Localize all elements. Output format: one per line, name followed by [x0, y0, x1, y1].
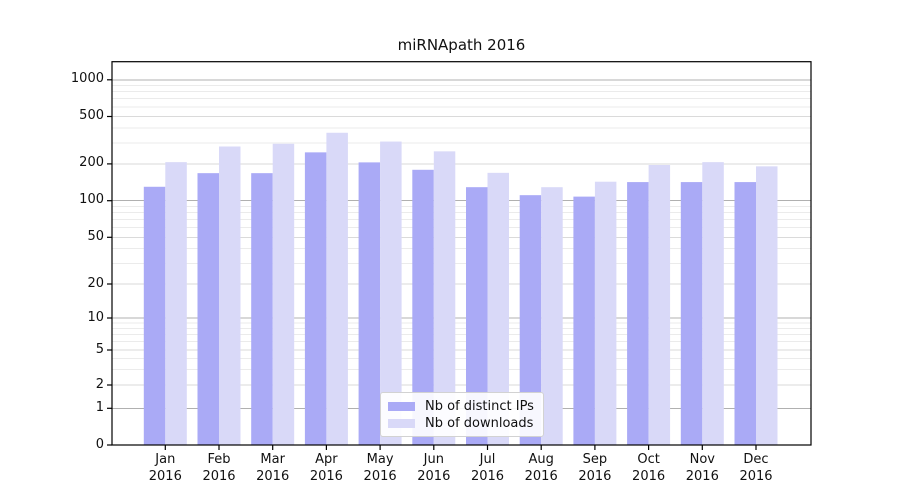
bar-distinct-ips-jan [143, 186, 166, 446]
bar-downloads-oct [648, 164, 671, 445]
y-tick-label: 1000 [70, 71, 104, 87]
bar-downloads-nov [702, 162, 724, 445]
bar-downloads-aug [541, 187, 563, 446]
y-tick-label: 20 [87, 275, 104, 291]
legend-swatch-distinct-ips [388, 401, 415, 411]
plot-frame [111, 61, 812, 446]
bar-downloads-mar [272, 143, 295, 445]
bar-downloads-may [380, 141, 402, 445]
y-tick-label: 500 [79, 108, 104, 123]
y-tick-label: 1 [95, 399, 104, 415]
bar-distinct-ips-feb [197, 173, 219, 446]
legend-label-distinct-ips: Nb of distinct IPs [425, 398, 534, 414]
bar-downloads-apr [326, 132, 348, 445]
x-tick-label-apr: Apr 2016 [309, 452, 343, 484]
y-tick-label: 200 [79, 155, 104, 171]
x-tick-label-mar: Mar 2016 [256, 452, 290, 484]
x-tick-label-feb: Feb 2016 [202, 452, 236, 484]
y-tick-label: 5 [95, 341, 104, 357]
y-tick-label: 50 [87, 228, 104, 244]
bar-downloads-jan [165, 162, 187, 445]
chart-title: miRNApath 2016 [397, 36, 526, 54]
bar-distinct-ips-oct [627, 182, 649, 446]
y-tick-label: 0 [95, 436, 104, 452]
x-tick-label-jul: Jul 2016 [470, 452, 505, 484]
legend-row-downloads: Nb of downloads [388, 415, 535, 431]
bar-distinct-ips-jun [412, 169, 434, 445]
bar-distinct-ips-may [358, 162, 381, 445]
bar-distinct-ips-nov [680, 182, 703, 446]
bar-distinct-ips-sep [573, 196, 595, 445]
x-tick-label-nov: Nov 2016 [685, 452, 719, 484]
legend-swatch-downloads [388, 418, 415, 428]
bar-downloads-dec [756, 166, 778, 445]
y-tick-label: 2 [95, 376, 104, 392]
bar-distinct-ips-dec [734, 182, 756, 446]
x-tick-label-jan: Jan 2016 [148, 452, 182, 484]
bar-downloads-jun [433, 151, 456, 445]
bar-distinct-ips-apr [304, 152, 327, 445]
bar-distinct-ips-aug [519, 195, 542, 445]
legend: Nb of distinct IPs Nb of downloads [380, 392, 544, 437]
x-tick-label-sep: Sep 2016 [578, 452, 612, 484]
x-tick-label-aug: Aug 2016 [524, 452, 558, 484]
x-tick-label-may: May 2016 [363, 452, 397, 484]
legend-label-downloads: Nb of downloads [425, 415, 534, 431]
bar-distinct-ips-mar [251, 173, 273, 446]
bar-downloads-jul [487, 172, 509, 445]
x-tick-label-jun: Jun 2016 [417, 452, 451, 484]
bar-downloads-sep [594, 181, 617, 446]
y-tick-label: 10 [87, 309, 104, 325]
bar-downloads-feb [219, 146, 241, 445]
x-tick-label-oct: Oct 2016 [632, 452, 666, 484]
legend-row-distinct-ips: Nb of distinct IPs [388, 398, 535, 414]
bar-distinct-ips-jul [466, 187, 488, 446]
y-tick-label: 100 [79, 192, 104, 208]
x-tick-label-dec: Dec 2016 [739, 452, 773, 484]
